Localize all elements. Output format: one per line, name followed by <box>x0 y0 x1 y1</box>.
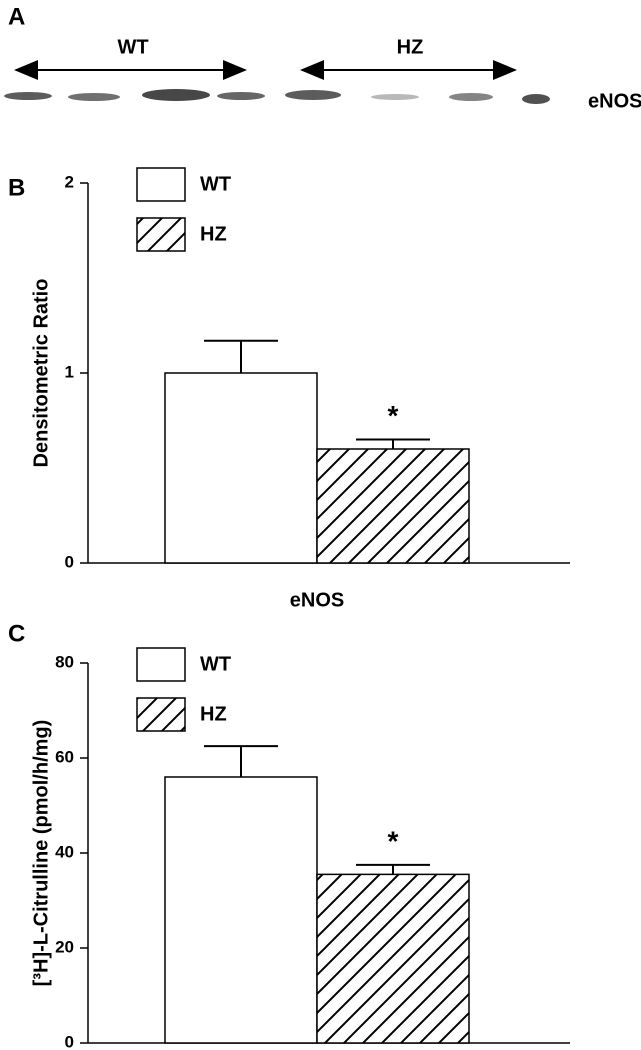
bar <box>164 776 318 1044</box>
significance-marker: * <box>388 400 399 431</box>
significance-marker: * <box>388 825 399 856</box>
legend-swatch <box>136 217 186 252</box>
error-bar <box>356 438 430 449</box>
group-label: HZ <box>397 36 424 58</box>
bar <box>316 448 470 564</box>
y-tick-label: 80 <box>55 652 74 671</box>
panel-label: C <box>8 620 25 647</box>
legend-swatch <box>136 647 186 682</box>
x-axis-label: eNOS <box>290 589 344 611</box>
bar <box>316 873 470 1044</box>
legend-label: HZ <box>200 223 227 245</box>
y-axis-label: [³H]-L-Citrulline (pmol/h/mg) <box>30 720 52 987</box>
y-tick-label: 1 <box>65 362 74 381</box>
bar <box>164 372 318 564</box>
y-tick-label: 20 <box>55 937 74 956</box>
panel-label: A <box>8 3 25 30</box>
y-tick-label: 60 <box>55 747 74 766</box>
y-axis-label: Densitometric Ratio <box>30 279 52 468</box>
y-tick-label: 0 <box>65 1032 74 1050</box>
legend-swatch <box>136 167 186 202</box>
error-bar <box>204 745 278 777</box>
error-bar <box>356 863 430 875</box>
y-tick-label: 0 <box>65 552 74 571</box>
legend-label: HZ <box>200 703 227 725</box>
legend-label: WT <box>200 173 231 195</box>
panel-label: B <box>8 174 25 201</box>
group-label: WT <box>117 36 148 58</box>
y-tick-label: 2 <box>65 172 74 191</box>
legend-label: WT <box>200 653 231 675</box>
band-label: eNOS <box>588 90 641 112</box>
y-tick-label: 40 <box>55 842 74 861</box>
legend-swatch <box>136 697 186 732</box>
panel-a: A WT HZ eNOS <box>4 3 641 112</box>
blot-bands <box>4 89 550 104</box>
error-bar <box>204 339 278 373</box>
